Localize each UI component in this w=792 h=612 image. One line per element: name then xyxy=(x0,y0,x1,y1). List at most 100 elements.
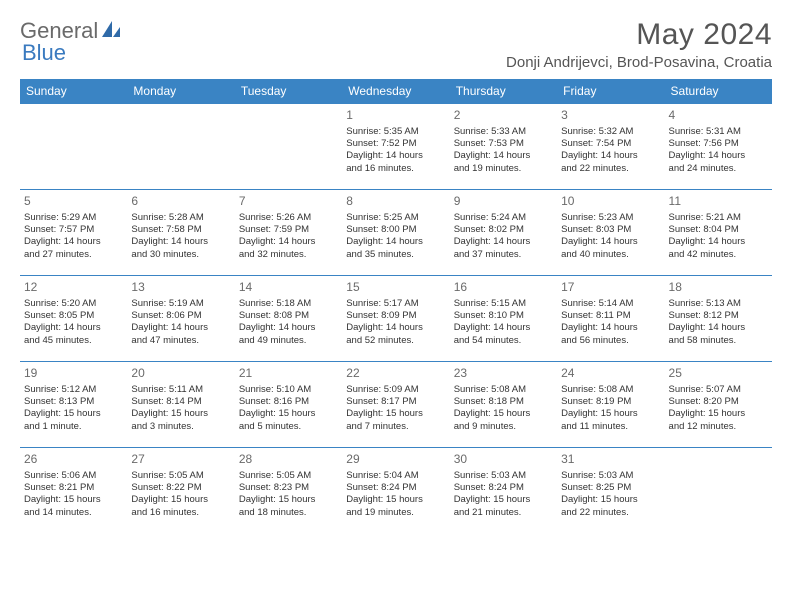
day-detail-daylight2: and 19 minutes. xyxy=(454,163,553,175)
day-detail-daylight1: Daylight: 15 hours xyxy=(24,494,123,506)
day-detail-sunset: Sunset: 8:12 PM xyxy=(669,310,768,322)
day-detail-daylight2: and 37 minutes. xyxy=(454,249,553,261)
header: General May 2024 Donji Andrijevci, Brod-… xyxy=(20,18,772,71)
day-detail-daylight1: Daylight: 15 hours xyxy=(131,494,230,506)
day-cell: 21Sunrise: 5:10 AMSunset: 8:16 PMDayligh… xyxy=(235,362,342,447)
day-cell: 8 Sunrise: 5:25 AMSunset: 8:00 PMDaylight… xyxy=(342,190,449,275)
day-detail-daylight1: Daylight: 15 hours xyxy=(239,408,338,420)
day-detail-daylight1: Daylight: 14 hours xyxy=(454,150,553,162)
day-detail-daylight1: Daylight: 14 hours xyxy=(346,150,445,162)
day-detail-daylight1: Daylight: 14 hours xyxy=(669,322,768,334)
day-detail-sunrise: Sunrise: 5:09 AM xyxy=(346,384,445,396)
day-detail-daylight2: and 45 minutes. xyxy=(24,335,123,347)
day-number: 16 xyxy=(454,280,553,296)
day-detail-daylight2: and 58 minutes. xyxy=(669,335,768,347)
day-detail-sunset: Sunset: 8:02 PM xyxy=(454,224,553,236)
day-detail-daylight2: and 22 minutes. xyxy=(561,507,660,519)
day-cell: 17Sunrise: 5:14 AMSunset: 8:11 PMDayligh… xyxy=(557,276,664,361)
day-detail-daylight1: Daylight: 14 hours xyxy=(346,236,445,248)
day-detail-sunrise: Sunrise: 5:18 AM xyxy=(239,298,338,310)
day-detail-sunset: Sunset: 8:10 PM xyxy=(454,310,553,322)
day-detail-sunrise: Sunrise: 5:12 AM xyxy=(24,384,123,396)
day-header-cell: Sunday xyxy=(20,79,127,103)
day-detail-daylight1: Daylight: 15 hours xyxy=(454,494,553,506)
day-detail-daylight1: Daylight: 14 hours xyxy=(454,322,553,334)
day-detail-daylight1: Daylight: 14 hours xyxy=(239,322,338,334)
day-cell: 6Sunrise: 5:28 AMSunset: 7:58 PMDaylight… xyxy=(127,190,234,275)
day-cell: 27 Sunrise: 5:05 AMSunset: 8:22 PMDayligh… xyxy=(127,448,234,533)
day-detail-daylight2: and 14 minutes. xyxy=(24,507,123,519)
day-detail-sunrise: Sunrise: 5:08 AM xyxy=(454,384,553,396)
day-detail-daylight2: and 18 minutes. xyxy=(239,507,338,519)
day-detail-daylight2: and 12 minutes. xyxy=(669,421,768,433)
day-detail-daylight2: and 54 minutes. xyxy=(454,335,553,347)
day-number: 30 xyxy=(454,452,553,468)
day-detail-sunrise: Sunrise: 5:20 AM xyxy=(24,298,123,310)
day-number: 29 xyxy=(346,452,445,468)
day-number: 14 xyxy=(239,280,338,296)
day-detail-daylight2: and 1 minute. xyxy=(24,421,123,433)
day-detail-sunset: Sunset: 8:21 PM xyxy=(24,482,123,494)
day-cell xyxy=(665,448,772,533)
day-number: 27 xyxy=(131,452,230,468)
day-detail-sunset: Sunset: 8:24 PM xyxy=(454,482,553,494)
day-detail-daylight1: Daylight: 14 hours xyxy=(454,236,553,248)
day-detail-sunset: Sunset: 8:22 PM xyxy=(131,482,230,494)
logo-sail-icon xyxy=(100,19,122,44)
logo-text-blue: Blue xyxy=(22,40,66,65)
day-detail-daylight1: Daylight: 15 hours xyxy=(561,494,660,506)
day-cell: 7Sunrise: 5:26 AMSunset: 7:59 PMDaylight… xyxy=(235,190,342,275)
day-detail-daylight2: and 16 minutes. xyxy=(131,507,230,519)
week-row: 5Sunrise: 5:29 AMSunset: 7:57 PMDaylight… xyxy=(20,189,772,275)
day-number: 15 xyxy=(346,280,445,296)
day-detail-sunrise: Sunrise: 5:29 AM xyxy=(24,212,123,224)
day-detail-daylight1: Daylight: 14 hours xyxy=(346,322,445,334)
day-detail-sunset: Sunset: 8:00 PM xyxy=(346,224,445,236)
day-detail-daylight1: Daylight: 14 hours xyxy=(561,150,660,162)
day-cell: 3Sunrise: 5:32 AMSunset: 7:54 PMDaylight… xyxy=(557,104,664,189)
day-number: 19 xyxy=(24,366,123,382)
day-detail-daylight1: Daylight: 14 hours xyxy=(669,236,768,248)
day-number: 10 xyxy=(561,194,660,210)
day-number: 5 xyxy=(24,194,123,210)
day-detail-sunrise: Sunrise: 5:19 AM xyxy=(131,298,230,310)
day-detail-sunset: Sunset: 7:54 PM xyxy=(561,138,660,150)
week-row: 12Sunrise: 5:20 AMSunset: 8:05 PMDayligh… xyxy=(20,275,772,361)
day-detail-sunset: Sunset: 8:18 PM xyxy=(454,396,553,408)
day-detail-sunrise: Sunrise: 5:04 AM xyxy=(346,470,445,482)
day-cell xyxy=(127,104,234,189)
day-detail-daylight1: Daylight: 15 hours xyxy=(669,408,768,420)
day-detail-daylight2: and 30 minutes. xyxy=(131,249,230,261)
day-detail-sunrise: Sunrise: 5:35 AM xyxy=(346,126,445,138)
day-cell: 19Sunrise: 5:12 AMSunset: 8:13 PMDayligh… xyxy=(20,362,127,447)
day-detail-sunrise: Sunrise: 5:25 AM xyxy=(346,212,445,224)
day-detail-sunrise: Sunrise: 5:03 AM xyxy=(454,470,553,482)
day-header-cell: Tuesday xyxy=(235,79,342,103)
day-cell: 4Sunrise: 5:31 AMSunset: 7:56 PMDaylight… xyxy=(665,104,772,189)
day-header-cell: Monday xyxy=(127,79,234,103)
day-detail-daylight1: Daylight: 15 hours xyxy=(561,408,660,420)
day-detail-daylight1: Daylight: 14 hours xyxy=(131,236,230,248)
day-detail-daylight2: and 42 minutes. xyxy=(669,249,768,261)
day-detail-daylight2: and 3 minutes. xyxy=(131,421,230,433)
day-number: 8 xyxy=(346,194,445,210)
day-cell: 10Sunrise: 5:23 AMSunset: 8:03 PMDayligh… xyxy=(557,190,664,275)
day-detail-sunrise: Sunrise: 5:07 AM xyxy=(669,384,768,396)
day-detail-sunset: Sunset: 8:04 PM xyxy=(669,224,768,236)
day-cell: 12Sunrise: 5:20 AMSunset: 8:05 PMDayligh… xyxy=(20,276,127,361)
day-detail-daylight2: and 22 minutes. xyxy=(561,163,660,175)
day-detail-sunset: Sunset: 8:19 PM xyxy=(561,396,660,408)
day-detail-daylight1: Daylight: 15 hours xyxy=(239,494,338,506)
day-detail-sunset: Sunset: 7:59 PM xyxy=(239,224,338,236)
day-detail-sunset: Sunset: 8:13 PM xyxy=(24,396,123,408)
day-header-cell: Thursday xyxy=(450,79,557,103)
day-detail-sunrise: Sunrise: 5:03 AM xyxy=(561,470,660,482)
day-cell: 29Sunrise: 5:04 AMSunset: 8:24 PMDayligh… xyxy=(342,448,449,533)
day-cell: 28Sunrise: 5:05 AMSunset: 8:23 PMDayligh… xyxy=(235,448,342,533)
day-detail-sunrise: Sunrise: 5:05 AM xyxy=(131,470,230,482)
day-cell: 26Sunrise: 5:06 AMSunset: 8:21 PMDayligh… xyxy=(20,448,127,533)
day-cell xyxy=(235,104,342,189)
day-detail-sunset: Sunset: 8:23 PM xyxy=(239,482,338,494)
day-cell: 1Sunrise: 5:35 AMSunset: 7:52 PMDaylight… xyxy=(342,104,449,189)
day-detail-sunrise: Sunrise: 5:08 AM xyxy=(561,384,660,396)
